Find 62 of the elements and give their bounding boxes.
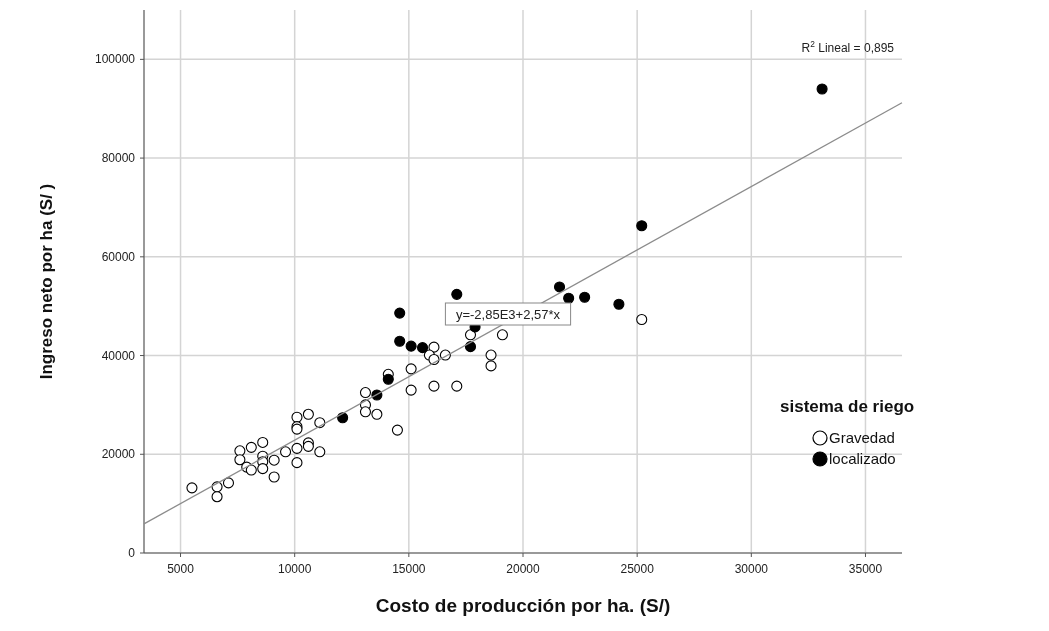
point	[451, 380, 463, 392]
point	[302, 408, 314, 420]
point	[451, 288, 463, 300]
point	[636, 313, 648, 326]
legend-label: Gravedad	[829, 429, 895, 446]
point	[245, 441, 257, 453]
point	[371, 408, 383, 420]
point	[291, 411, 303, 423]
point	[291, 457, 303, 469]
point	[405, 363, 417, 375]
legend-title: sistema de riego	[780, 397, 915, 416]
point	[485, 360, 497, 372]
point	[405, 340, 417, 352]
point	[816, 83, 828, 95]
point	[394, 307, 406, 319]
x-tick-label: 30000	[734, 562, 769, 576]
x-tick-label: 15000	[392, 562, 426, 576]
point	[186, 482, 198, 494]
point	[382, 373, 394, 385]
point	[394, 335, 406, 347]
point	[268, 454, 280, 466]
point	[553, 281, 566, 293]
point	[485, 349, 497, 361]
point	[464, 329, 477, 341]
point	[636, 220, 648, 232]
point	[280, 446, 292, 458]
point	[222, 477, 235, 489]
y-tick-label: 20000	[101, 447, 136, 462]
point	[405, 384, 417, 396]
x-tick-label: 25000	[620, 562, 655, 576]
point	[579, 291, 591, 303]
y-tick-label: 0	[128, 546, 136, 560]
y-axis-title: Ingreso neto por ha (S/ )	[37, 183, 56, 380]
point	[314, 446, 326, 458]
x-tick-label: 10000	[278, 562, 312, 576]
point	[234, 454, 246, 466]
x-tick-label: 20000	[506, 562, 541, 576]
y-tick-label: 80000	[101, 151, 136, 166]
point	[613, 298, 625, 310]
annotation: R$^{2}$ Lineal = 0,895	[801, 39, 895, 55]
x-tick-label: 5000	[167, 562, 195, 576]
point	[563, 292, 575, 304]
y-tick-label: 60000	[101, 249, 136, 264]
point	[337, 412, 349, 424]
y-tick-label: 100000	[94, 52, 136, 67]
point	[257, 463, 269, 475]
point	[268, 471, 280, 483]
x-axis-title: Costo de producción por ha. (S/)	[375, 595, 671, 616]
point	[359, 406, 372, 418]
point	[428, 380, 440, 392]
point	[496, 329, 508, 341]
point	[416, 342, 429, 354]
y-tick-label: 40000	[101, 348, 136, 363]
point	[359, 387, 372, 399]
point	[391, 424, 403, 436]
point	[257, 436, 269, 448]
annotation: y=-2,85E3+2,57*x	[455, 307, 561, 322]
point	[211, 491, 223, 503]
point	[291, 442, 303, 454]
point	[245, 464, 257, 476]
legend-label: localizado	[829, 450, 896, 467]
x-tick-label: 35000	[848, 562, 883, 576]
